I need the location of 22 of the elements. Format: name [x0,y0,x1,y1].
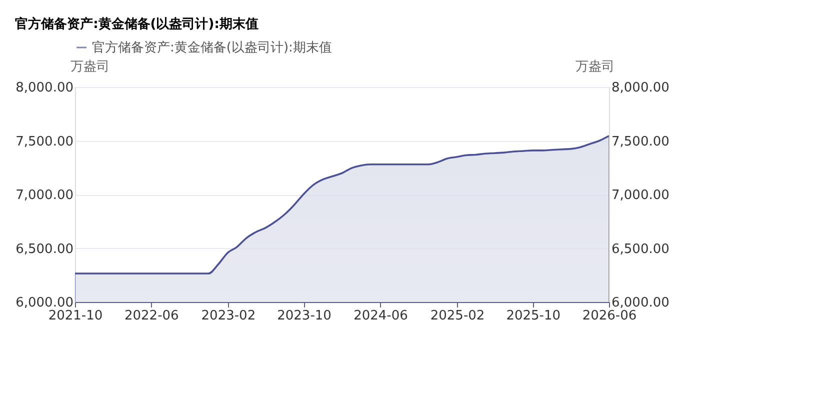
y2-axis-title: 万盎司 [576,60,614,74]
x-tick-label: 2025-10 [506,308,561,324]
y-tick-label: 6,500.00 [16,242,74,257]
y-axis-title: 万盎司 [70,60,110,74]
y2-tick-label: 6,000.00 [612,296,670,310]
y2-tick-label: 7,000.00 [612,188,670,203]
y2-tick-label: 7,500.00 [612,134,670,150]
y2-tick-label: 6,500.00 [612,242,670,257]
y-tick-label: 7,000.00 [16,188,74,203]
x-tick-label: 2023-10 [277,308,332,324]
x-tick-label: 2022-06 [124,308,179,324]
chart-title: 官方储备资产:黄金储备(以盎司计):期末值 [15,16,258,32]
y-tick-label: 7,500.00 [16,134,74,150]
x-tick-label: 2025-02 [430,308,485,324]
y-tick-label: 6,000.00 [16,296,74,310]
x-tick-label: 2024-06 [354,308,408,324]
x-tick-label: 2023-02 [201,308,256,324]
legend-label: 官方储备资产:黄金储备(以盎司计):期末值 [92,40,332,56]
y-tick-label: 8,000.00 [16,80,74,96]
y2-tick-label: 8,000.00 [612,80,670,96]
x-tick-label: 2021-10 [48,308,103,324]
x-tick-label: 2026-06 [582,308,637,324]
